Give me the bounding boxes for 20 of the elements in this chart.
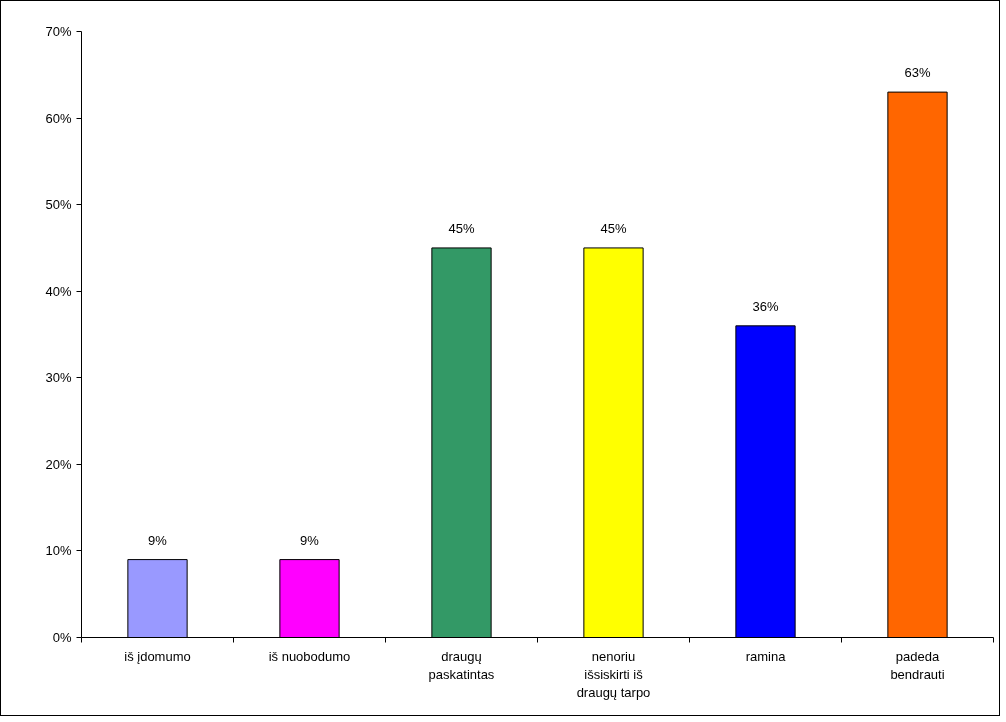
y-tick-label: 10%	[45, 543, 72, 559]
data-label: 45%	[600, 220, 627, 236]
y-tick-label: 30%	[45, 370, 72, 386]
y-tick-label: 20%	[45, 456, 72, 472]
x-tick-label: draugų paskatintas	[428, 648, 495, 682]
y-tick-label: 60%	[45, 110, 72, 126]
data-label: 45%	[448, 220, 475, 236]
y-tick-label: 70%	[45, 24, 72, 39]
y-tick-label: 50%	[45, 197, 72, 213]
data-label: 9%	[300, 532, 320, 548]
data-label: 9%	[148, 532, 168, 548]
x-tick-label: ramina	[745, 648, 787, 664]
y-tick-label: 40%	[45, 283, 72, 299]
x-tick-label: iš įdomumo	[124, 648, 191, 664]
x-tick-label: nenoriu išsiskirti iš draugų tarpo	[576, 648, 651, 700]
x-tick-label: padeda bendrauti	[890, 648, 945, 682]
data-label: 63%	[904, 65, 931, 81]
y-tick-label: 0%	[52, 630, 72, 645]
data-label: 36%	[752, 298, 779, 314]
x-tick-label: iš nuobodumo	[268, 648, 351, 664]
